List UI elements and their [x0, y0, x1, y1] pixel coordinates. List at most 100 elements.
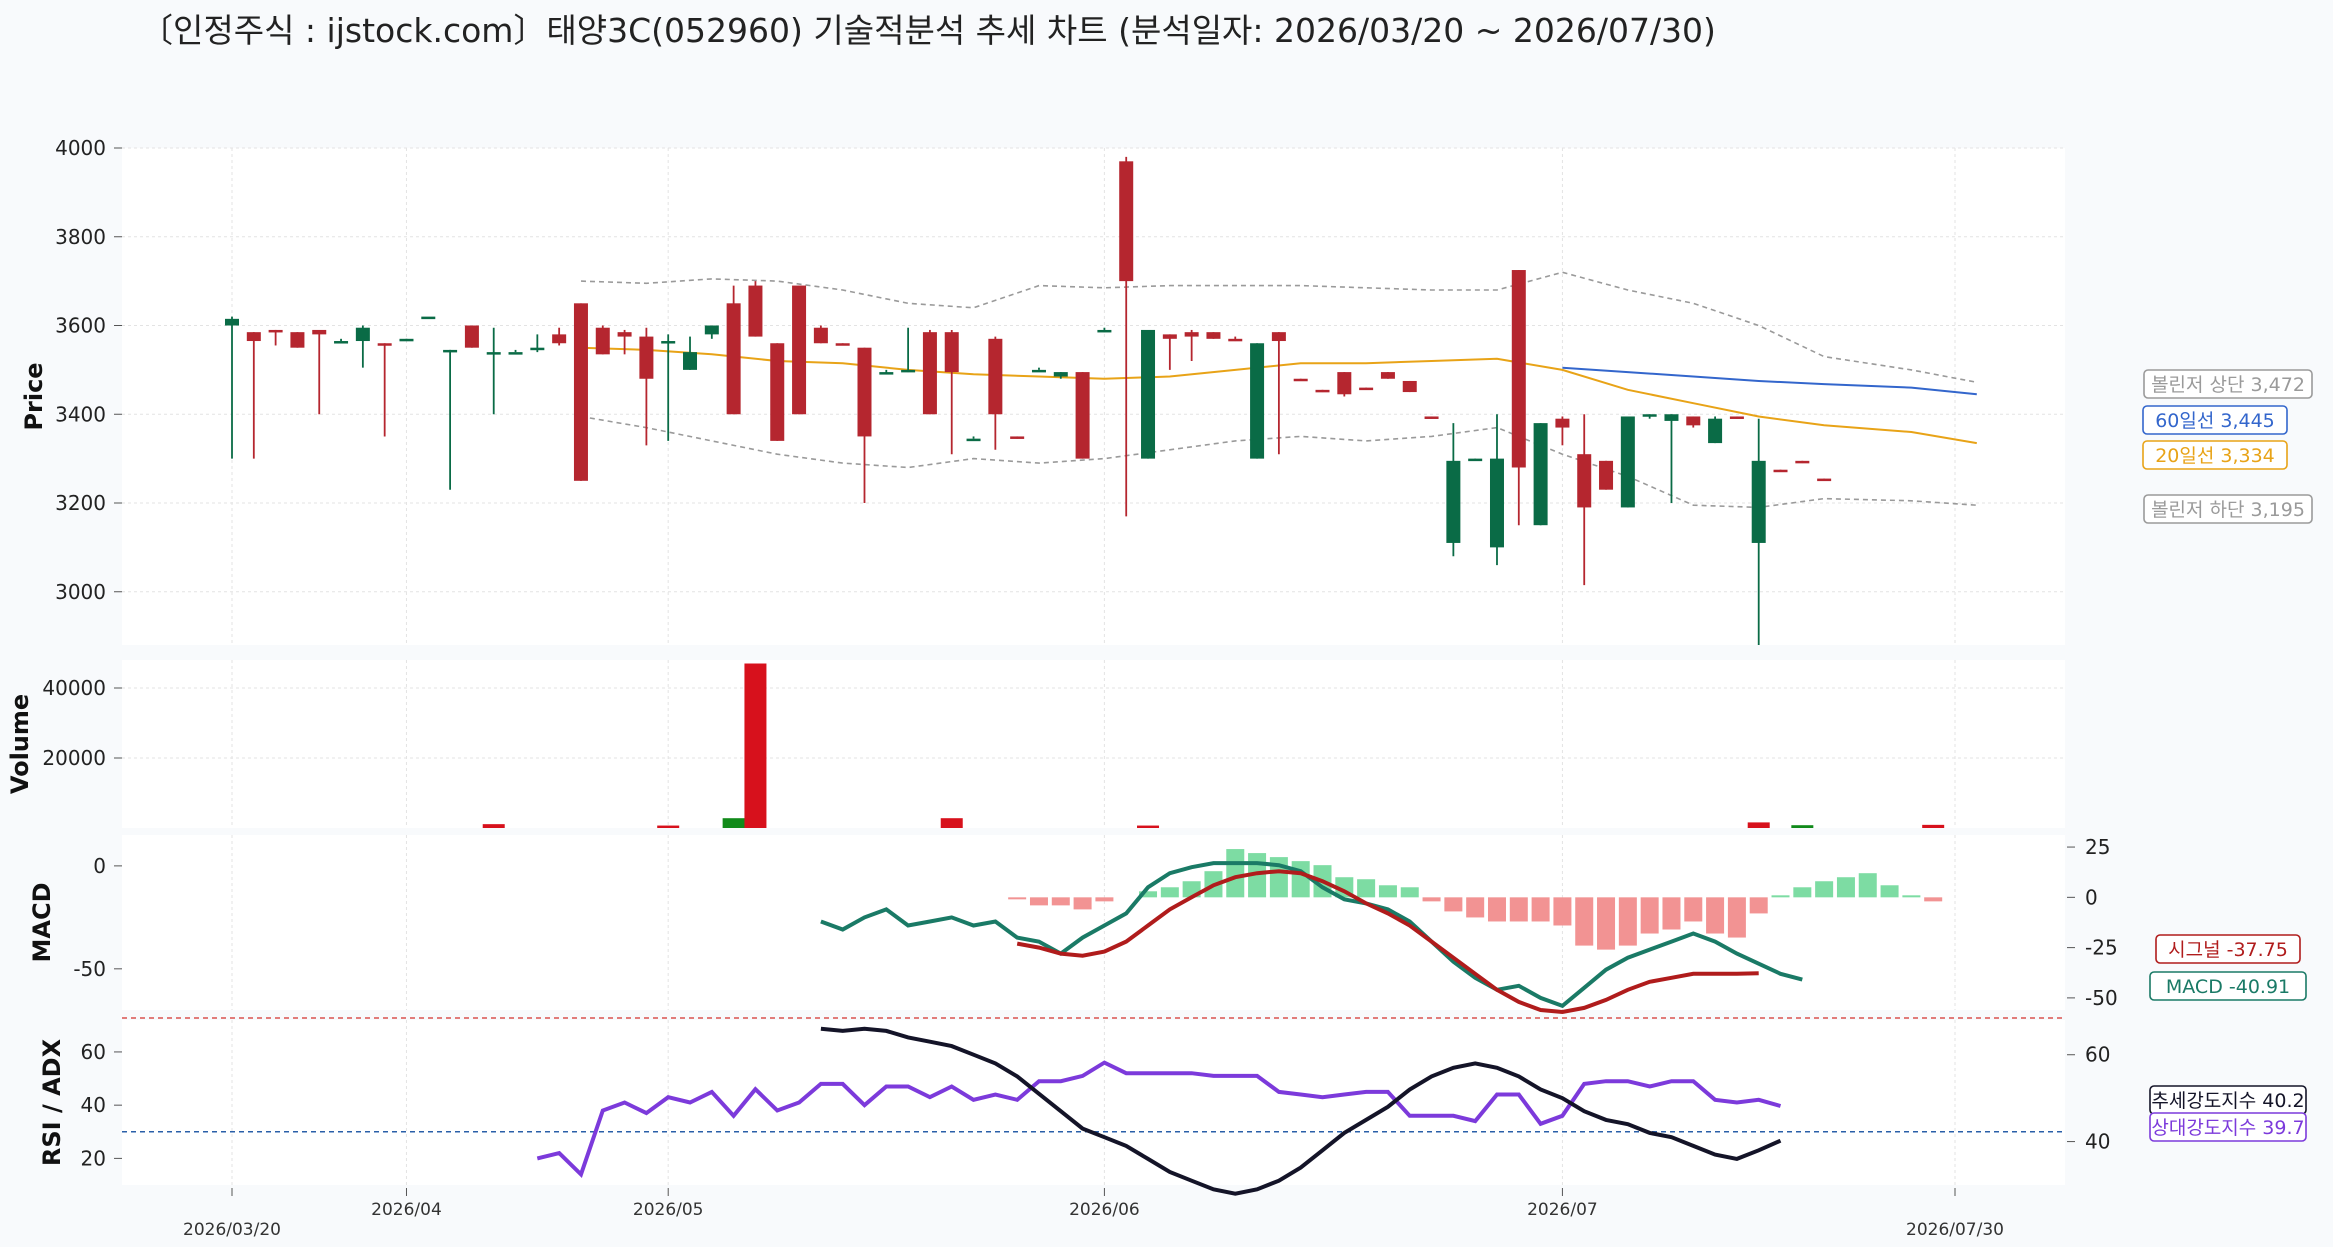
candle-body: [792, 285, 807, 415]
candle-body: [683, 352, 698, 370]
volume-bar: [657, 825, 680, 828]
macd-histogram-bar: [1749, 897, 1768, 914]
candle-body: [246, 332, 261, 342]
macd-histogram-bar: [1400, 887, 1419, 898]
candle-body: [355, 327, 370, 342]
macd-histogram-bar: [1487, 897, 1506, 922]
macd-right-tick-label: -50: [2085, 986, 2118, 1010]
candle-body: [857, 347, 872, 437]
macd-histogram-bar: [1575, 897, 1594, 946]
candle-body: [1511, 270, 1526, 468]
macd-histogram-bar: [1858, 873, 1877, 898]
macd-y-tick-label: -50: [73, 957, 106, 981]
rsi-line: [536, 1060, 1782, 1179]
adx-right-tick-label: 60: [2085, 1043, 2110, 1067]
ma20-line: [580, 346, 1977, 445]
volume-bar: [1922, 824, 1945, 828]
macd-histogram-bar: [1509, 897, 1528, 922]
macd-histogram-bar: [1531, 897, 1550, 922]
macd-y-tick-label: 0: [93, 854, 106, 878]
macd-histogram-bar: [1466, 897, 1485, 918]
candle-body: [268, 329, 283, 333]
candle-body: [1271, 332, 1286, 342]
macd-histogram-bar: [1684, 897, 1703, 922]
candle-body: [1599, 460, 1614, 490]
rsi-y-tick-label: 60: [81, 1040, 106, 1064]
legend-ma20-box: [2142, 440, 2288, 470]
legend-rsi: 상대강도지수 39.7: [2151, 1117, 2304, 1139]
candle-body: [1664, 414, 1679, 421]
candle-body: [1184, 332, 1199, 337]
macd-histogram-bar: [1618, 897, 1637, 946]
price-y-tick-label: 3600: [55, 314, 106, 338]
volume-y-tick-label: 40000: [42, 676, 106, 700]
candle-body: [486, 352, 501, 355]
macd-histogram-bar: [1226, 849, 1245, 898]
macd-histogram-bar: [1815, 881, 1834, 898]
price-axis-label: Price: [20, 362, 48, 430]
signal-line: [1016, 869, 1759, 1015]
candle-body: [1031, 369, 1046, 373]
macd-histogram-bar: [1422, 897, 1441, 902]
candle-body: [1337, 372, 1352, 395]
rsi-adx-axis-label: RSI / ADX: [38, 1038, 66, 1166]
macd-histogram-bar: [1880, 885, 1899, 898]
candle-body: [1359, 387, 1374, 391]
candle-body: [334, 341, 349, 344]
legend-signal: 시그널 -37.75: [2168, 939, 2288, 961]
macd-histogram-bar: [1444, 897, 1463, 912]
legend-bollinger-lower: 볼린저 하단 3,195: [2151, 499, 2305, 521]
candle-body: [1642, 414, 1657, 417]
candle-body: [1315, 389, 1330, 393]
rsi-y-tick-label: 40: [81, 1093, 106, 1117]
candle-body: [1773, 469, 1788, 473]
candle-body: [879, 372, 894, 375]
candle-body: [312, 329, 327, 335]
candle-body: [421, 316, 436, 320]
candle-body: [748, 285, 763, 337]
macd-histogram-bar: [1008, 897, 1027, 900]
macd-right-tick-label: -25: [2085, 936, 2118, 960]
candle-body: [1097, 329, 1112, 333]
candle-body: [966, 438, 981, 442]
volume-bar: [1791, 825, 1814, 828]
bollinger-upper-line: [580, 271, 1977, 384]
price-y-tick-label: 3200: [55, 491, 106, 515]
candle-body: [464, 325, 479, 348]
price-y-tick-label: 3400: [55, 402, 106, 426]
candle-body: [1533, 423, 1548, 526]
macd-histogram-bar: [1793, 887, 1812, 898]
volume-bar: [722, 818, 745, 828]
candle-body: [1075, 372, 1090, 459]
macd-histogram-bar: [1139, 891, 1158, 898]
candle-body: [901, 369, 916, 373]
macd-histogram-bar: [1771, 895, 1790, 898]
candle-body: [1206, 332, 1221, 339]
candle-body: [443, 349, 458, 353]
legend-bollinger-upper: 볼린저 상단 3,472: [2151, 374, 2305, 396]
x-tick-label: 2026/05: [633, 1200, 704, 1220]
macd-histogram-bar: [1640, 897, 1659, 934]
ma60-line: [1562, 366, 1977, 396]
macd-histogram-bar: [1051, 897, 1070, 906]
candle-body: [1817, 478, 1832, 482]
candle-body: [617, 332, 632, 337]
x-tick-label: 2026/06: [1069, 1200, 1140, 1220]
candle-body: [726, 303, 741, 415]
macd-histogram-bar: [1160, 887, 1179, 898]
macd-histogram-bar: [1727, 897, 1746, 938]
candle-body: [661, 341, 676, 344]
candle-body: [508, 352, 523, 355]
macd-histogram-bar: [1902, 895, 1921, 898]
candle-body: [1402, 380, 1417, 393]
candle-body: [290, 332, 305, 348]
candle-body: [1228, 338, 1243, 342]
legend-bollinger-upper-box: [2143, 369, 2313, 399]
macd-histogram-bar: [1378, 885, 1397, 898]
volume-bar: [482, 824, 505, 828]
candle-body: [530, 347, 545, 351]
volume-bar: [1747, 822, 1770, 828]
legend-macd: MACD -40.91: [2166, 976, 2290, 998]
candle-body: [1380, 372, 1395, 379]
adx-right-tick-label: 40: [2085, 1130, 2110, 1154]
